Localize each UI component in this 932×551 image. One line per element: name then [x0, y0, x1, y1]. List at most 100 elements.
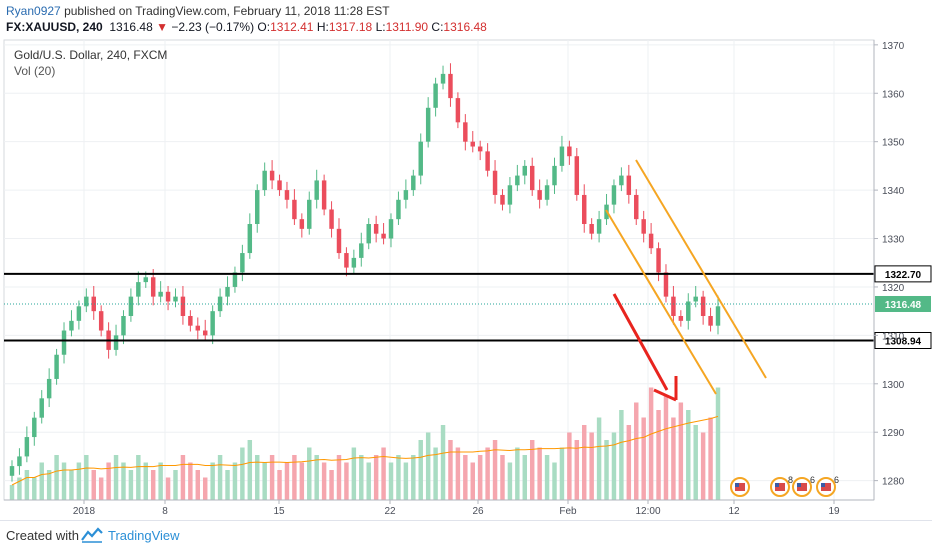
- candle-body: [69, 320, 74, 331]
- volume-bar: [500, 455, 505, 500]
- candle-body: [262, 170, 267, 191]
- candle-body: [425, 107, 431, 142]
- candle-body: [589, 224, 594, 234]
- candle-body: [351, 257, 357, 268]
- volume-bar: [574, 440, 580, 500]
- volume-bar: [388, 462, 394, 500]
- y-tick-label: 1300: [882, 380, 905, 391]
- volume-bar: [671, 417, 676, 500]
- volume-bar: [24, 470, 30, 500]
- candle-body: [522, 165, 528, 176]
- candle-body: [202, 330, 208, 336]
- x-tick-label: 12:00: [635, 506, 660, 517]
- author-link[interactable]: Ryan0927: [6, 4, 61, 18]
- volume-bar: [663, 395, 669, 500]
- candle-body: [158, 291, 163, 297]
- low-value: 1311.90: [385, 20, 429, 34]
- candle-body: [292, 199, 297, 220]
- candle-body: [596, 219, 602, 234]
- volume-bar: [188, 462, 193, 500]
- last-price-label: 1316.48: [885, 300, 922, 311]
- volume-bar: [537, 447, 542, 500]
- volume-bar: [321, 462, 327, 500]
- candle-body: [255, 190, 260, 224]
- volume-bar: [492, 440, 498, 500]
- candle-body: [9, 466, 15, 476]
- volume-bar: [284, 462, 290, 500]
- candle-body: [500, 194, 505, 205]
- candle-body: [693, 296, 698, 302]
- price-chart[interactable]: 1322.70 1308.94 1316.48 1280 1290 1300 1310 13…: [0, 38, 932, 520]
- volume-bar: [708, 417, 713, 500]
- event-count: 6: [810, 475, 815, 485]
- candle-body: [477, 146, 483, 152]
- candle-body: [663, 272, 669, 297]
- candle-body: [225, 286, 230, 297]
- down-arrow-head-left: [653, 388, 677, 402]
- candle-body: [336, 228, 342, 254]
- level-label: 1308.94: [885, 337, 922, 348]
- x-tick-label: 26: [472, 506, 484, 517]
- candle-body: [492, 170, 498, 195]
- x-tick-label: 12: [728, 506, 740, 517]
- down-arrow-shaft: [612, 293, 669, 391]
- volume-bar: [84, 455, 89, 500]
- candle-body: [232, 272, 238, 287]
- volume-bar: [648, 387, 654, 500]
- y-tick-label: 1290: [882, 428, 905, 439]
- candle-body: [173, 296, 178, 302]
- channel-lower-line: [605, 209, 717, 395]
- candle-body: [388, 219, 394, 239]
- candle-body: [611, 185, 617, 205]
- close-value: 1316.48: [443, 20, 487, 34]
- candle-body: [567, 146, 572, 157]
- candle-body: [240, 253, 245, 273]
- created-with-text: Created with: [6, 528, 79, 543]
- candle-body: [165, 291, 171, 302]
- candle-body: [366, 224, 371, 244]
- candle-body: [359, 243, 364, 258]
- quote-line: FX:XAUUSD, 240 1316.48 ▼ −2.23 (−0.17%) …: [6, 20, 487, 34]
- volume-bar: [425, 432, 431, 500]
- candle-body: [373, 224, 379, 234]
- volume-bar: [54, 455, 59, 500]
- x-tick-label: 19: [828, 506, 840, 517]
- candle-body: [574, 156, 580, 195]
- volume-bar: [98, 477, 104, 500]
- volume-bar: [173, 470, 178, 500]
- candle-body: [381, 233, 386, 239]
- volume-bar: [128, 470, 134, 500]
- change-arrow-icon: ▼: [156, 20, 168, 34]
- candle-body: [648, 233, 654, 249]
- candle-body: [150, 277, 156, 297]
- tradingview-brand[interactable]: TradingView: [108, 528, 180, 543]
- candle-body: [195, 325, 201, 331]
- volume-bar: [448, 440, 453, 500]
- candle-body: [61, 330, 67, 355]
- event-count: 8: [788, 475, 793, 485]
- volume-bar: [433, 447, 438, 500]
- candle-body: [314, 180, 319, 200]
- x-tick-label: Feb: [559, 506, 577, 517]
- level-label: 1322.70: [885, 270, 922, 281]
- volume-bar: [336, 455, 342, 500]
- symbol-label: FX:XAUUSD, 240: [6, 20, 103, 34]
- channel-upper-line: [635, 159, 767, 379]
- volume-bar: [485, 447, 490, 500]
- candle-body: [277, 180, 282, 191]
- candle-body: [299, 219, 305, 229]
- candle-body: [411, 175, 416, 191]
- change-value: −2.23 (−0.17%): [171, 20, 255, 34]
- candle-body: [113, 335, 119, 350]
- candle-body: [396, 199, 401, 220]
- volume-bar: [626, 425, 632, 500]
- volume-bar: [69, 470, 74, 500]
- level-tag: [874, 265, 932, 283]
- flag-canton: [775, 483, 779, 487]
- volume-bar: [46, 470, 52, 500]
- high-label: H:: [316, 20, 329, 34]
- publish-line: Ryan0927 published on TradingView.com, F…: [6, 4, 390, 18]
- candle-body: [708, 316, 713, 326]
- candle-body: [470, 141, 475, 147]
- close-label: C:: [431, 20, 444, 34]
